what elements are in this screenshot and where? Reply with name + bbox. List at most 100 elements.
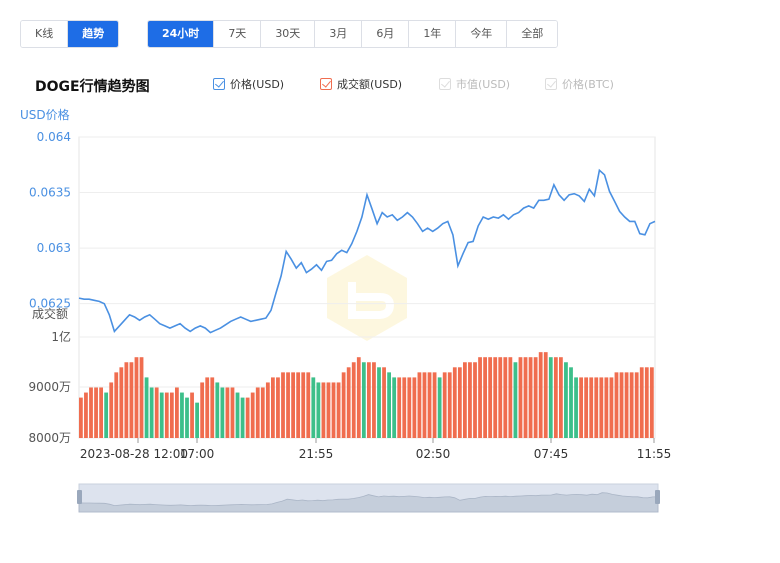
checkbox-icon[interactable] [545, 78, 557, 90]
volume-bar [387, 372, 391, 438]
volume-bar [99, 387, 103, 438]
volume-bar [311, 377, 316, 438]
volume-bar [351, 362, 356, 438]
volume-bar [134, 357, 139, 438]
volume-bar [402, 377, 407, 438]
volume-bar [195, 402, 199, 438]
volume-tick-label: 1亿 [51, 329, 71, 344]
volume-bar [175, 387, 179, 438]
volume-bar [639, 367, 644, 438]
range-button[interactable]: 6月 [362, 21, 410, 47]
volume-bar [493, 357, 498, 438]
volume-bar [427, 372, 432, 438]
volume-bar [538, 352, 543, 438]
range-button[interactable]: 今年 [456, 21, 508, 47]
volume-bar [89, 387, 93, 438]
volume-bar [265, 382, 270, 438]
volume-bar [437, 377, 442, 438]
volume-bar [599, 377, 604, 438]
volume-bar [463, 362, 467, 438]
volume-bar [528, 357, 533, 438]
volume-bar [129, 362, 134, 438]
volume-bar [508, 357, 513, 438]
legend-label: 成交额(USD) [337, 78, 403, 91]
volume-bar [331, 382, 336, 438]
volume-bar [488, 357, 493, 438]
navigator-right-handle[interactable] [655, 490, 660, 504]
volume-bar [291, 372, 295, 438]
volume-bar [569, 367, 573, 438]
volume-tick-label: 8000万 [28, 431, 71, 445]
legend-price-btc[interactable]: 价格(BTC) [545, 76, 614, 92]
range-button[interactable]: 24小时 [148, 21, 215, 47]
volume-bar [306, 372, 311, 438]
chart-type-toggle: K线 趋势 [20, 20, 120, 48]
volume-bar [624, 372, 629, 438]
volume-bar [159, 392, 164, 438]
range-button[interactable]: 3月 [315, 21, 363, 47]
volume-bar [154, 387, 159, 438]
volume-bar [124, 362, 129, 438]
volume-bar [119, 367, 124, 438]
x-tick-label: 07:45 [534, 447, 569, 461]
volume-bar [498, 357, 503, 438]
volume-bar [564, 362, 568, 438]
price-tick-label: 0.064 [37, 130, 71, 144]
volume-bar [250, 392, 255, 438]
volume-bar [104, 392, 109, 438]
range-button[interactable]: 30天 [261, 21, 316, 47]
range-button[interactable]: 1年 [409, 21, 457, 47]
volume-bar [513, 362, 518, 438]
price-tick-label: 0.0625 [29, 297, 71, 311]
volume-bar [316, 382, 321, 438]
legend-price-usd[interactable]: 价格(USD) [213, 76, 284, 92]
volume-bar [478, 357, 482, 438]
volume-bar [417, 372, 422, 438]
volume-bar [164, 392, 169, 438]
volume-bar [215, 382, 220, 438]
volume-bar [301, 372, 306, 438]
price-axis-label: USD价格 [20, 107, 70, 122]
volume-bar [422, 372, 427, 438]
volume-axis-label: 成交额 [32, 306, 68, 321]
volume-bar [432, 372, 437, 438]
checkbox-icon[interactable] [320, 78, 332, 90]
watermark-logo-icon [327, 255, 407, 341]
volume-bar [255, 387, 260, 438]
volume-bar [483, 357, 487, 438]
volume-bar [649, 367, 654, 438]
volume-bar [447, 372, 452, 438]
volume-bar [644, 367, 649, 438]
legend-marketcap-usd[interactable]: 市值(USD) [439, 76, 510, 92]
checkbox-icon[interactable] [439, 78, 451, 90]
volume-bar [382, 367, 386, 438]
range-navigator[interactable] [77, 483, 660, 513]
volume-bar [543, 352, 548, 438]
volume-tick-label: 9000万 [28, 380, 71, 394]
volume-bar [341, 372, 346, 438]
legend-volume-usd[interactable]: 成交额(USD) [320, 76, 402, 92]
volume-bar [412, 377, 417, 438]
volume-bar [114, 372, 119, 438]
navigator-left-handle[interactable] [77, 490, 82, 504]
legend-label: 价格(USD) [230, 78, 285, 91]
volume-bar [205, 377, 210, 438]
volume-bar [503, 357, 508, 438]
volume-bar [574, 377, 578, 438]
chart-type-button[interactable]: K线 [21, 21, 69, 47]
range-button[interactable]: 全部 [507, 21, 558, 47]
volume-bar [271, 377, 275, 438]
x-tick-label: 21:55 [299, 447, 334, 461]
checkbox-icon[interactable] [213, 78, 225, 90]
volume-bar [149, 387, 154, 438]
chart-type-button[interactable]: 趋势 [68, 21, 119, 47]
range-button[interactable]: 7天 [214, 21, 262, 47]
price-tick-label: 0.0635 [29, 186, 71, 200]
volume-bar [220, 387, 225, 438]
volume-bar [94, 387, 98, 438]
volume-bar [356, 357, 361, 438]
volume-bar [594, 377, 599, 438]
volume-bar [468, 362, 472, 438]
volume-bar [185, 397, 189, 438]
volume-bar [634, 372, 639, 438]
